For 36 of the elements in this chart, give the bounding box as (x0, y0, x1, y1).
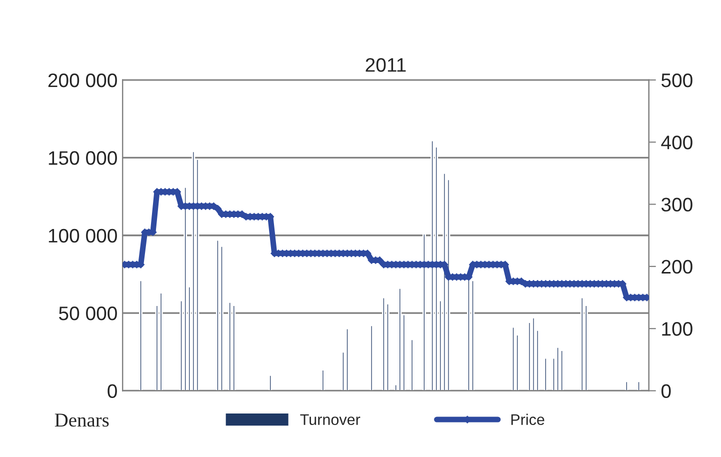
bar (512, 326, 515, 391)
bar (139, 280, 142, 391)
bar (398, 287, 402, 391)
bar (556, 346, 560, 391)
bar (382, 296, 386, 391)
bar (624, 380, 628, 391)
bar (410, 338, 414, 391)
bar (228, 301, 232, 391)
bar (637, 380, 640, 391)
y2-tick-label: 500 (661, 73, 692, 88)
y-tick-label: 200 000 (48, 73, 117, 88)
chart-title: 2011 (366, 58, 406, 72)
y-tick-label: 150 000 (48, 151, 117, 165)
bar (544, 357, 548, 391)
y2-tick-label: 100 (662, 322, 692, 336)
y2-tick-label: 0 (661, 384, 671, 398)
legend-label: Turnover (300, 414, 360, 426)
bar (580, 296, 584, 391)
bar (560, 350, 564, 391)
bar (370, 324, 374, 391)
bar (232, 304, 236, 391)
y-tick-label: 100 000 (48, 228, 117, 243)
y2-tick-label: 400 (661, 136, 692, 150)
bar (216, 239, 220, 391)
bar (184, 186, 188, 391)
bar (268, 374, 272, 391)
bar (430, 140, 434, 391)
y2-tick-label: 200 (662, 260, 692, 274)
bar (346, 328, 349, 391)
y-axis-title: Denars (54, 414, 109, 427)
bar (422, 233, 426, 391)
y-tick-label: 50 000 (59, 306, 117, 320)
y2-tick-label: 300 (661, 198, 692, 212)
bar (192, 150, 196, 391)
y-tick-label: 0 (108, 384, 117, 398)
legend-label: Price (511, 414, 544, 426)
